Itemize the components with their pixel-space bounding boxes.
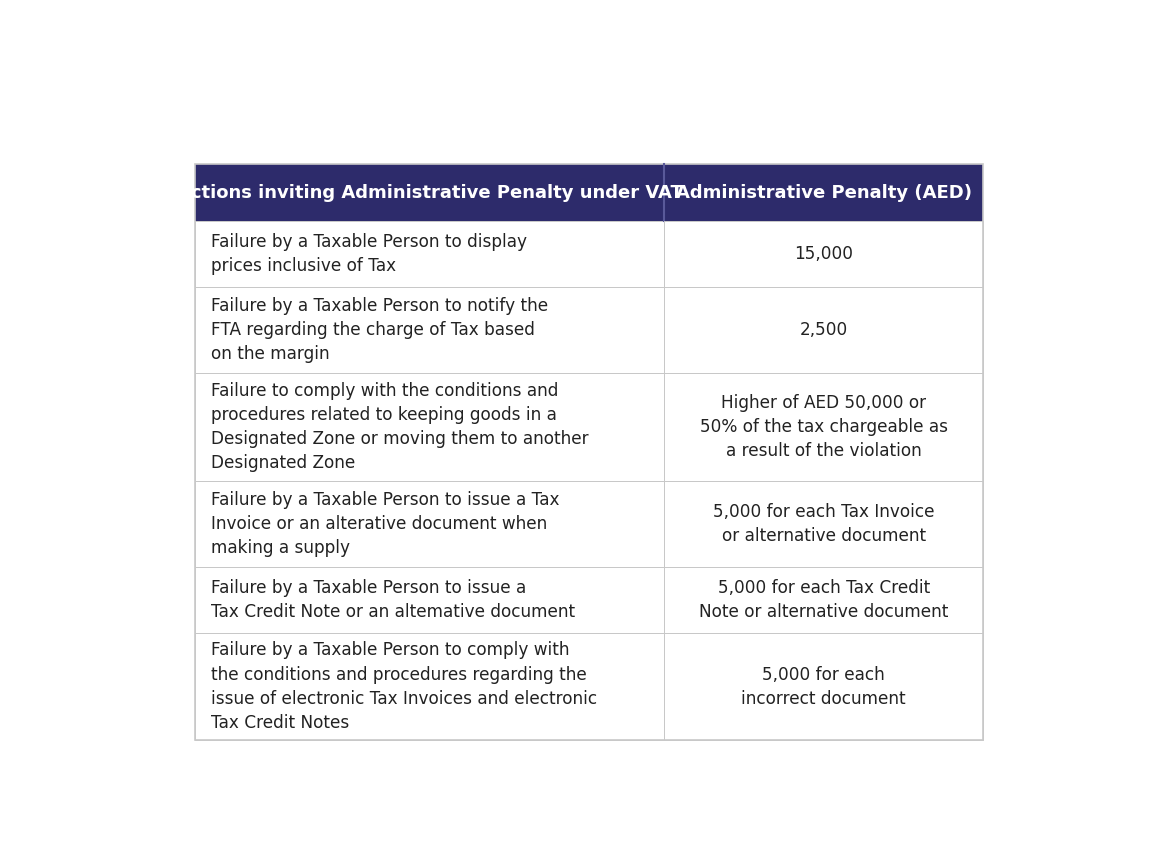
Bar — [196, 634, 665, 740]
Bar — [196, 481, 665, 567]
Text: 2,500: 2,500 — [799, 321, 848, 339]
Text: 5,000 for each Tax Invoice
or alternative document: 5,000 for each Tax Invoice or alternativ… — [713, 503, 935, 545]
Bar — [665, 220, 983, 286]
Text: 5,000 for each
incorrect document: 5,000 for each incorrect document — [742, 666, 906, 708]
Text: Actions inviting Administrative Penalty under VAT: Actions inviting Administrative Penalty … — [177, 183, 683, 201]
Bar — [665, 567, 983, 634]
Bar — [665, 286, 983, 373]
Text: Failure by a Taxable Person to issue a
Tax Credit Note or an altemative document: Failure by a Taxable Person to issue a T… — [212, 579, 576, 621]
Text: 5,000 for each Tax Credit
Note or alternative document: 5,000 for each Tax Credit Note or altern… — [699, 579, 949, 621]
Bar — [196, 164, 983, 740]
Text: Failure to comply with the conditions and
procedures related to keeping goods in: Failure to comply with the conditions an… — [212, 382, 589, 472]
Text: Administrative Penalty (AED): Administrative Penalty (AED) — [676, 183, 972, 201]
Text: 15,000: 15,000 — [795, 245, 853, 263]
Bar — [196, 164, 983, 220]
Text: Failure by a Taxable Person to comply with
the conditions and procedures regardi: Failure by a Taxable Person to comply wi… — [212, 641, 598, 733]
Bar — [665, 481, 983, 567]
Bar — [196, 220, 665, 286]
Text: Failure by a Taxable Person to notify the
FTA regarding the charge of Tax based
: Failure by a Taxable Person to notify th… — [212, 297, 549, 364]
Bar — [665, 373, 983, 481]
Text: Failure by a Taxable Person to issue a Tax
Invoice or an alterative document whe: Failure by a Taxable Person to issue a T… — [212, 490, 560, 557]
Bar — [196, 286, 665, 373]
Bar — [196, 373, 665, 481]
Text: Failure by a Taxable Person to display
prices inclusive of Tax: Failure by a Taxable Person to display p… — [212, 233, 528, 275]
Bar — [196, 567, 665, 634]
Bar — [665, 634, 983, 740]
Text: Higher of AED 50,000 or
50% of the tax chargeable as
a result of the violation: Higher of AED 50,000 or 50% of the tax c… — [699, 394, 948, 460]
